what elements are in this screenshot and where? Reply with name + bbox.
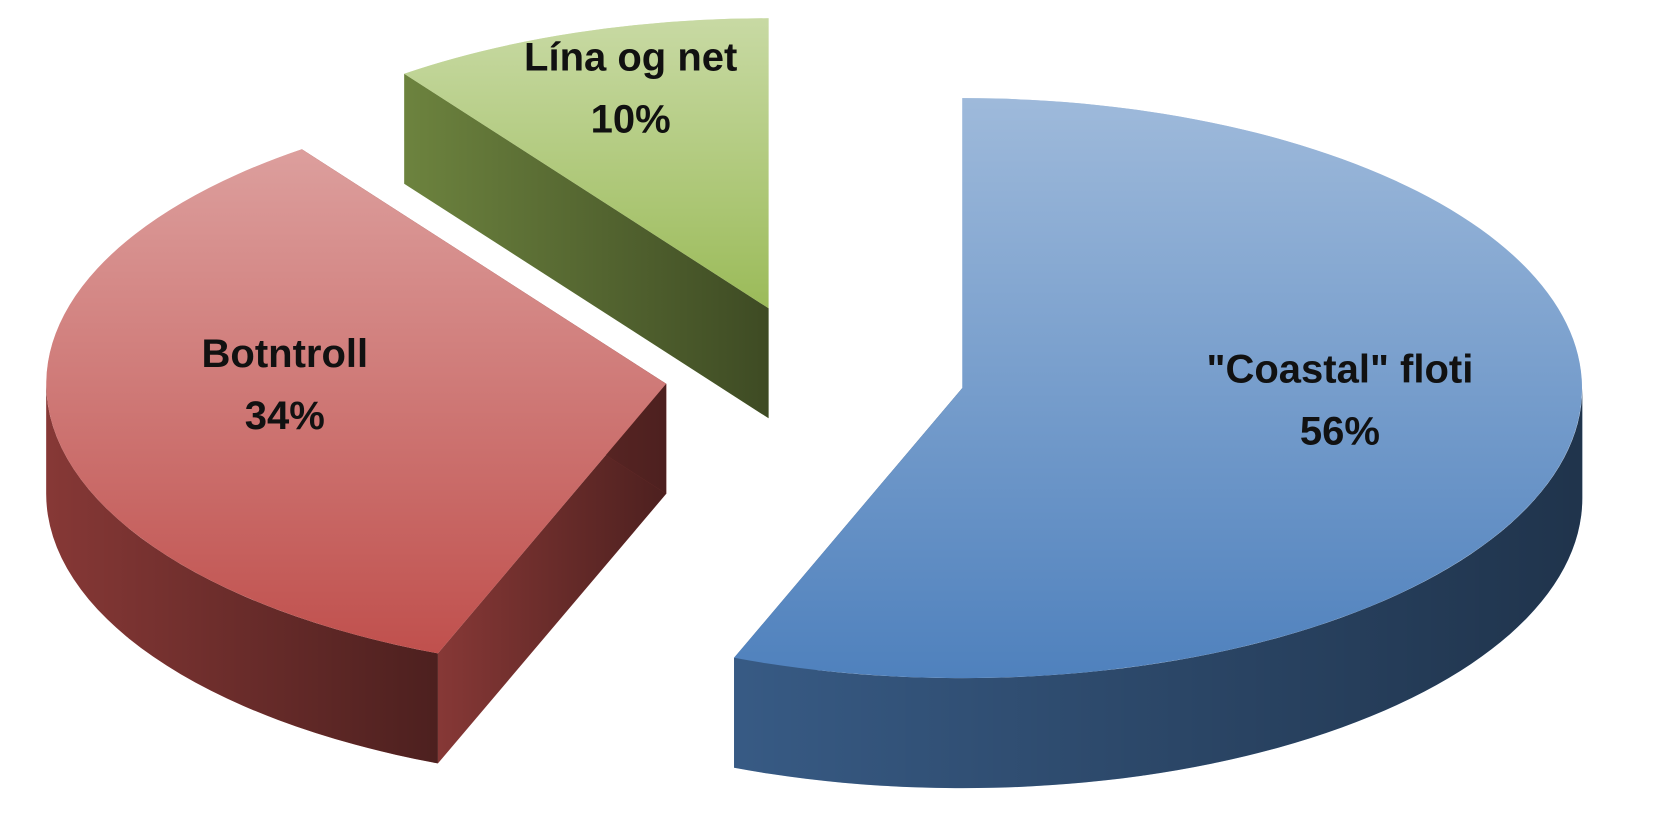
pie-slice [46, 149, 667, 764]
slice-side-shade [437, 383, 667, 764]
slice-top-shine [734, 98, 1582, 679]
pie-slice [404, 18, 769, 419]
slice-value-label: 34% [245, 394, 325, 438]
slice-label: Botntroll [202, 332, 369, 376]
slice-value-label: 10% [591, 97, 671, 141]
slice-label: Lína og net [524, 35, 737, 79]
slice-wall-shade [734, 388, 1583, 789]
slice-side-shade [404, 73, 769, 419]
slice-top-shine [46, 149, 667, 654]
slice-value-label: 56% [1300, 409, 1380, 453]
slice-label: "Coastal" floti [1207, 347, 1474, 391]
slice-top-shine [404, 18, 769, 309]
slice-wall-shade [46, 383, 438, 764]
pie-slice [734, 98, 1583, 789]
